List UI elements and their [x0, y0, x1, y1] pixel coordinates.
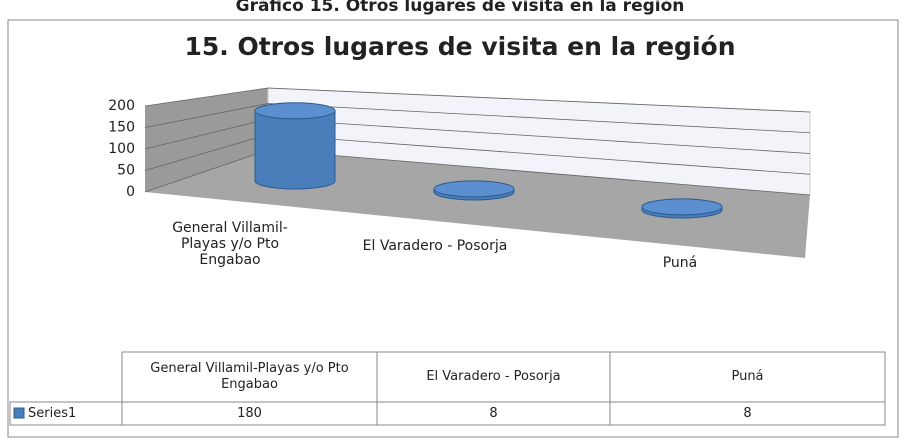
table-value: 8 — [489, 406, 497, 421]
x-tick-label: General Villamil-Playas y/o Pto Engabao — [172, 220, 288, 268]
supertitle: Gráfico 15. Otros lugares de visita en l… — [236, 0, 685, 16]
y-tick-label: 50 — [117, 163, 135, 179]
table-value: 180 — [237, 406, 262, 421]
y-tick-label: 150 — [108, 120, 135, 136]
x-tick-label-text: El Varadero - Posorja — [362, 238, 508, 254]
bar-body — [254, 110, 336, 190]
y-tick-label: 100 — [108, 141, 135, 157]
table-series-cell — [9, 401, 123, 426]
table-header-text: General Villamil-Playas y/o Pto Engabao — [150, 361, 349, 392]
y-tick-label: 0 — [126, 184, 135, 200]
legend-label: Series1 — [28, 406, 76, 421]
table-value: 8 — [743, 406, 751, 421]
bar — [641, 198, 723, 219]
table-header: Puná — [731, 369, 764, 384]
chart-title: 15. Otros lugares de visita en la región — [184, 32, 735, 61]
table-border — [121, 351, 886, 426]
table-header-text: El Varadero - Posorja — [426, 369, 561, 384]
table-header: El Varadero - Posorja — [426, 369, 561, 384]
grid-line — [144, 87, 811, 113]
legend-swatch — [13, 407, 25, 419]
bar-top — [641, 198, 723, 216]
x-tick-label-text: General Villamil-Playas y/o Pto Engabao — [172, 220, 288, 268]
y-tick-label: 200 — [108, 98, 135, 114]
side-wall — [145, 88, 268, 192]
table-header: General Villamil-Playas y/o Pto Engabao — [150, 361, 349, 392]
x-tick-label: Puná — [662, 255, 698, 271]
bar — [254, 102, 336, 190]
grid-line — [144, 103, 811, 134]
bar-top — [433, 180, 515, 198]
bar-top — [254, 102, 336, 120]
x-tick-label: El Varadero - Posorja — [362, 238, 508, 254]
table-header-text: Puná — [731, 369, 764, 384]
x-tick-label-text: Puná — [662, 255, 698, 271]
bar — [433, 180, 515, 201]
